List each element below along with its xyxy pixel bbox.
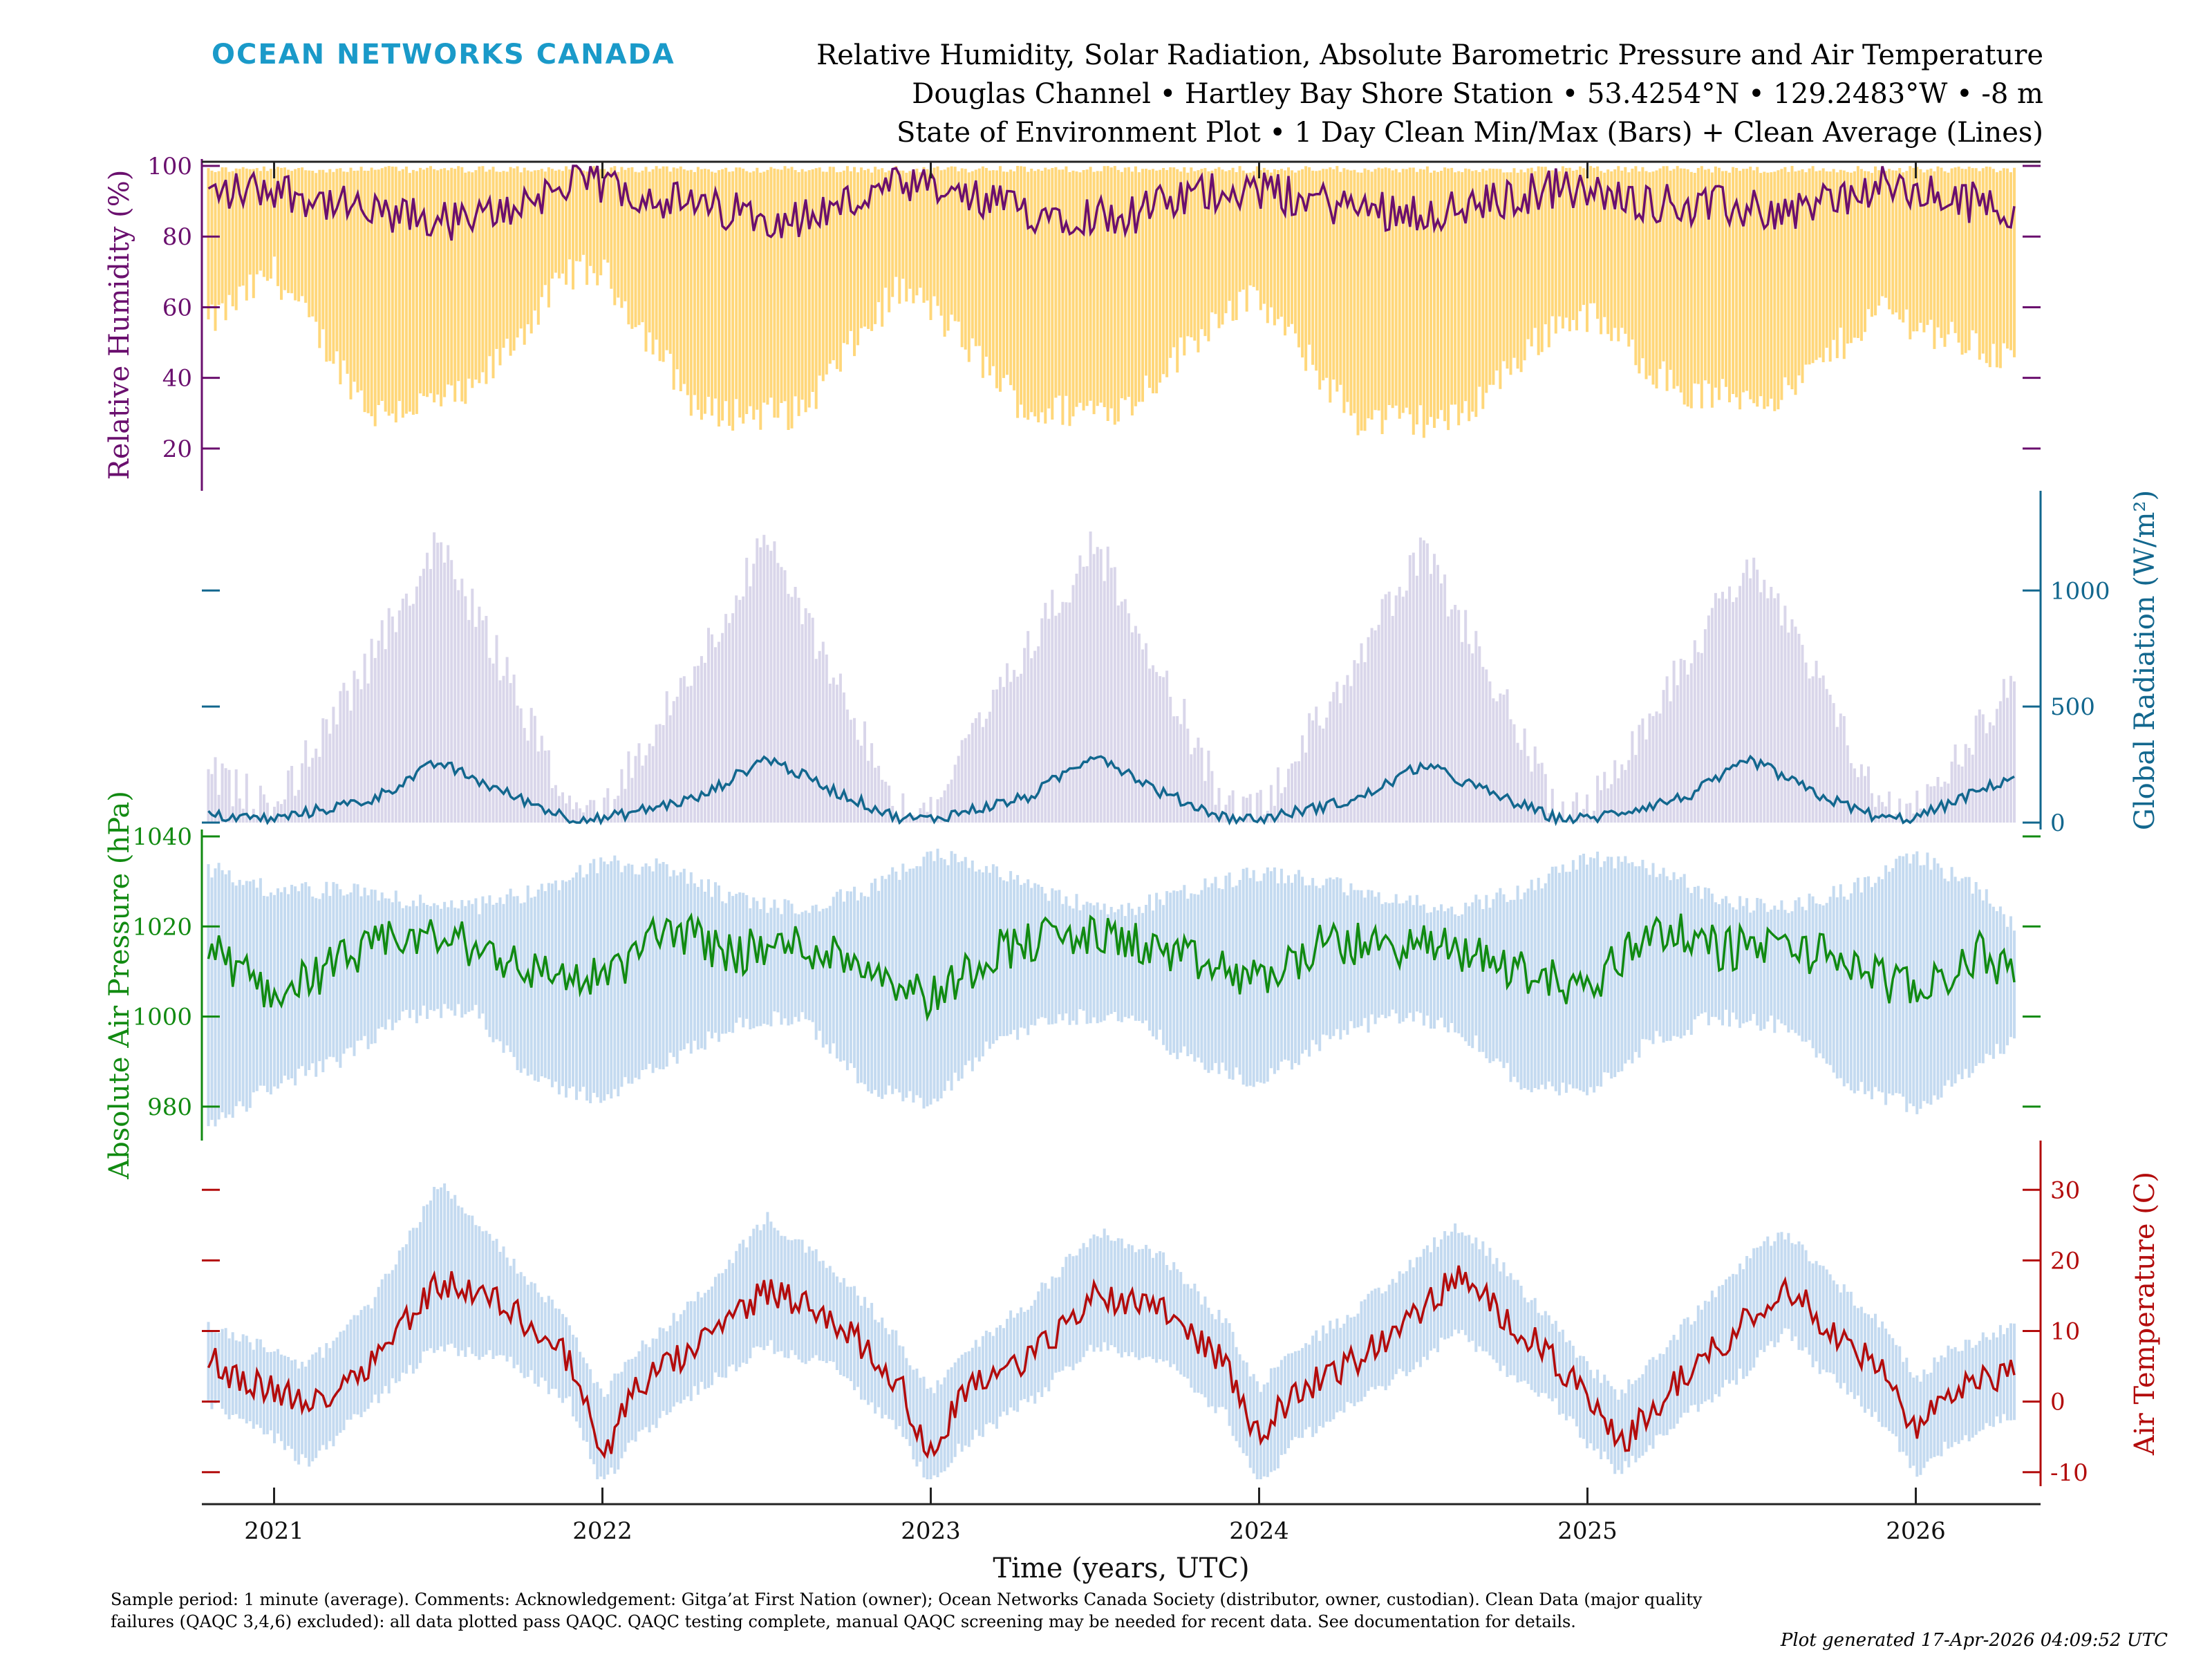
air-temperature-minmax-bars [207, 1183, 2016, 1479]
air-temperature-average-line [207, 1265, 2016, 1459]
air-temperature-axis-title: Air Temperature (C) [2129, 1172, 2161, 1456]
global-radiation-tick-label: 500 [2050, 693, 2095, 721]
absolute-air-pressure-minmax-bars [207, 848, 2016, 1127]
global-radiation-axis-title: Global Radiation (W/m²) [2129, 490, 2161, 830]
relative-humidity-tick-label: 100 [147, 153, 192, 180]
relative-humidity-tick-label: 60 [162, 294, 192, 321]
absolute-air-pressure-axis-title: Absolute Air Pressure (hPa) [104, 791, 135, 1180]
air-temperature-tick-label: 30 [2050, 1177, 2080, 1204]
relative-humidity-tick-label: 80 [162, 223, 192, 251]
chart-title-block: Relative Humidity, Solar Radiation, Abso… [523, 36, 2043, 152]
absolute-air-pressure-average-line [207, 912, 2016, 1022]
x-tick-label: 2024 [1229, 1517, 1289, 1545]
x-tick-label: 2021 [244, 1517, 304, 1545]
x-axis-title: Time (years, UTC) [993, 1553, 1249, 1584]
absolute-air-pressure-tick-label: 1040 [132, 823, 192, 851]
absolute-air-pressure-tick-label: 980 [147, 1094, 192, 1121]
air-temperature-tick-label: 20 [2050, 1247, 2080, 1275]
temperature-panel: -10 0 10 20 30 Air Temperature (C) [202, 1141, 2161, 1487]
x-tick-label: 2025 [1557, 1517, 1618, 1545]
relative-humidity-average-line [207, 165, 2016, 241]
x-tick-label: 2023 [901, 1517, 961, 1545]
global-radiation-average-line [207, 754, 2015, 827]
air-temperature-tick-label: -10 [2050, 1459, 2088, 1487]
chart-title: Relative Humidity, Solar Radiation, Abso… [816, 39, 2043, 71]
relative-humidity-axis-title: Relative Humidity (%) [104, 170, 135, 480]
x-tick-label: 2022 [572, 1517, 632, 1545]
footer-comments: Sample period: 1 minute (average). Comme… [111, 1590, 1703, 1631]
onc-logo: OCEAN NETWORKS CANADA [212, 39, 675, 71]
global-radiation-tick-label: 1000 [2050, 577, 2110, 605]
global-radiation-tick-label: 0 [2050, 809, 2065, 837]
x-tick-label: 2026 [1886, 1517, 1946, 1545]
absolute-air-pressure-tick-label: 1020 [132, 913, 192, 941]
relative-humidity-minmax-bars [207, 166, 2016, 438]
global-radiation-minmax-bars [207, 531, 2016, 824]
chart-subtitle: State of Environment Plot • 1 Day Clean … [896, 117, 2043, 149]
radiation-panel: 0 500 1000 Global Radiation (W/m²) [202, 490, 2161, 837]
relative-humidity-tick-label: 40 [162, 365, 192, 393]
plot-generated-timestamp: Plot generated 17-Apr-2026 04:09:52 UTC [1780, 1630, 2168, 1651]
x-axis: 2021 2022 2023 2024 2025 2026 Time (years, UTC… [202, 160, 2041, 1584]
humidity-panel: 20 40 60 80 100 Relative Humidity (%) [104, 153, 2041, 491]
chart-location: Douglas Channel • Hartley Bay Shore Stat… [912, 78, 2043, 110]
air-temperature-tick-label: 0 [2050, 1389, 2065, 1416]
absolute-air-pressure-tick-label: 1000 [132, 1004, 192, 1031]
air-temperature-tick-label: 10 [2050, 1318, 2080, 1346]
relative-humidity-tick-label: 20 [162, 435, 192, 463]
